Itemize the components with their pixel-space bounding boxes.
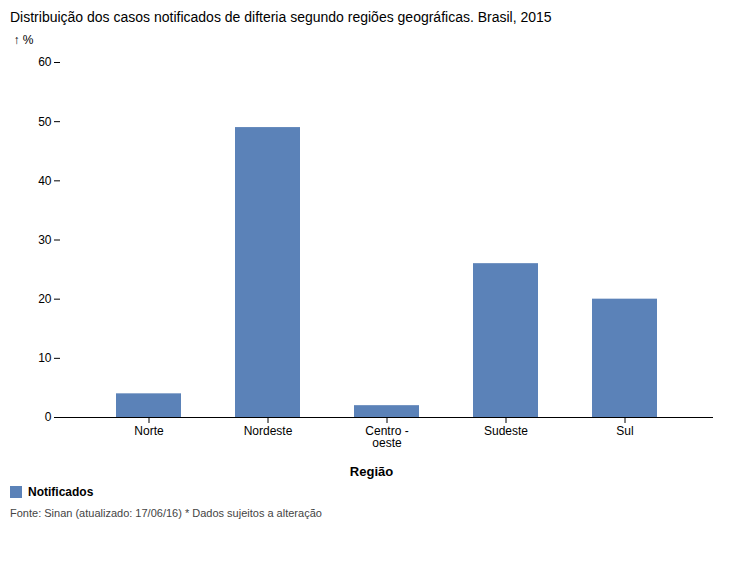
svg-text:Sudeste: Sudeste: [484, 424, 528, 438]
svg-text:40: 40: [38, 174, 52, 188]
html-text:Distribuição dos casos notific: Distribuição dos casos notificados de di…: [10, 9, 552, 25]
html-text:Região: Região: [349, 464, 394, 480]
html-text:Fonte: Sinan (atualizado: 17/0: Fonte: Sinan (atualizado: 17/06/16) * Da…: [10, 507, 322, 520]
svg-text:↑ %: ↑ %: [14, 33, 34, 47]
svg-text:50: 50: [38, 115, 52, 129]
svg-text:Centro -oeste: Centro -oeste: [365, 424, 408, 450]
svg-text:30: 30: [38, 233, 52, 247]
svg-text:Sul: Sul: [616, 424, 633, 438]
svg-text:Norte: Norte: [134, 424, 164, 438]
svg-text:Nordeste: Nordeste: [244, 424, 293, 438]
svg-text:10: 10: [38, 351, 52, 365]
svg-text:20: 20: [38, 292, 52, 306]
svg-text:60: 60: [38, 56, 52, 70]
svg-text:0: 0: [45, 411, 52, 425]
html-text:Notificados: Notificados: [28, 485, 94, 500]
